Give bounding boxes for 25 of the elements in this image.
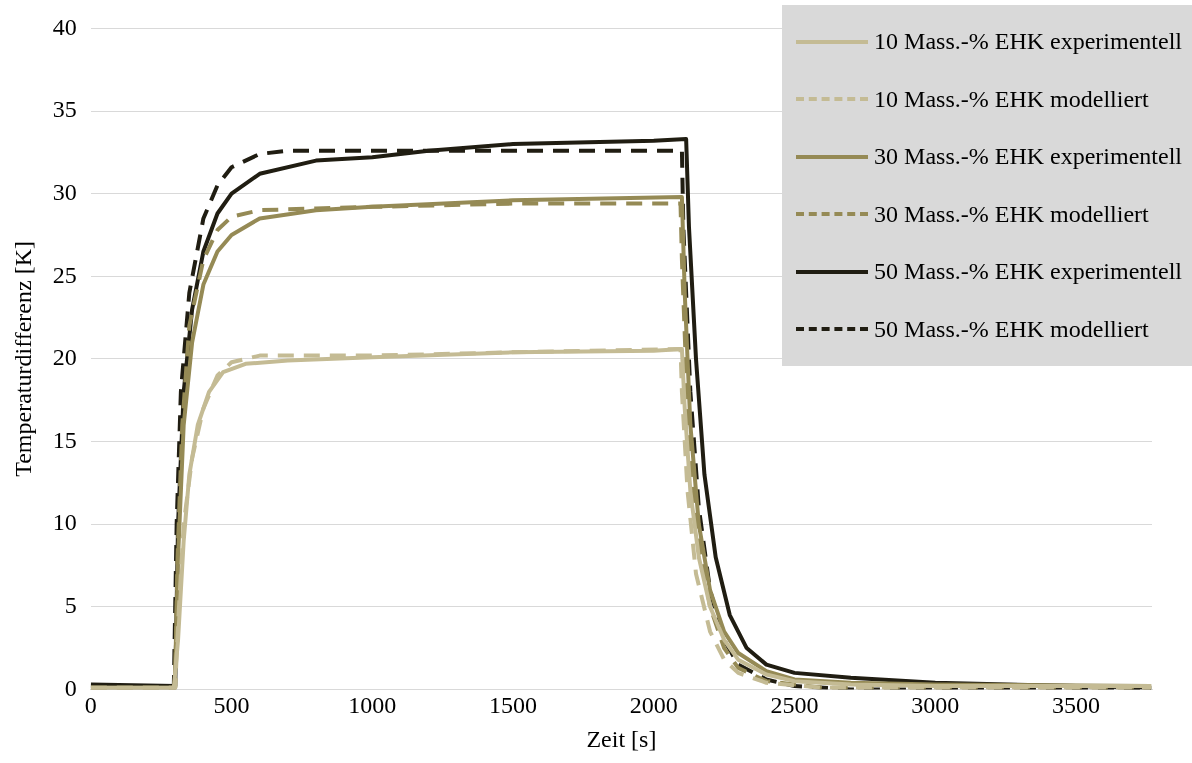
x-axis-title: Zeit [s] xyxy=(586,725,657,752)
legend-label: 30 Mass.-% EHK modelliert xyxy=(874,200,1149,228)
legend-label: 30 Mass.-% EHK experimentell xyxy=(874,143,1182,171)
x-tick-label: 500 xyxy=(213,692,250,719)
legend-label: 10 Mass.-% EHK modelliert xyxy=(874,85,1149,113)
legend-label: 50 Mass.-% EHK modelliert xyxy=(874,315,1149,343)
x-tick-label: 1000 xyxy=(348,692,397,719)
legend-label: 50 Mass.-% EHK experimentell xyxy=(874,258,1182,286)
x-tick-label: 3000 xyxy=(911,692,960,719)
y-tick-label: 30 xyxy=(52,178,77,205)
x-tick-label: 2000 xyxy=(629,692,678,719)
y-tick-label: 15 xyxy=(52,426,77,453)
y-tick-label: 10 xyxy=(52,509,77,536)
y-tick-label: 25 xyxy=(52,261,77,288)
x-tick-label: 2500 xyxy=(770,692,819,719)
y-tick-label: 35 xyxy=(52,96,77,123)
x-tick-label: 0 xyxy=(84,692,97,719)
y-tick-label: 0 xyxy=(64,674,77,701)
y-tick-label: 20 xyxy=(52,344,77,371)
y-tick-label: 5 xyxy=(64,592,77,619)
y-axis-title: Temperaturdifferenz [K] xyxy=(9,241,36,477)
x-tick-label: 1500 xyxy=(489,692,538,719)
y-tick-label: 40 xyxy=(52,13,77,40)
x-tick-label: 3500 xyxy=(1052,692,1100,719)
legend-label: 10 Mass.-% EHK experimentell xyxy=(874,28,1182,56)
